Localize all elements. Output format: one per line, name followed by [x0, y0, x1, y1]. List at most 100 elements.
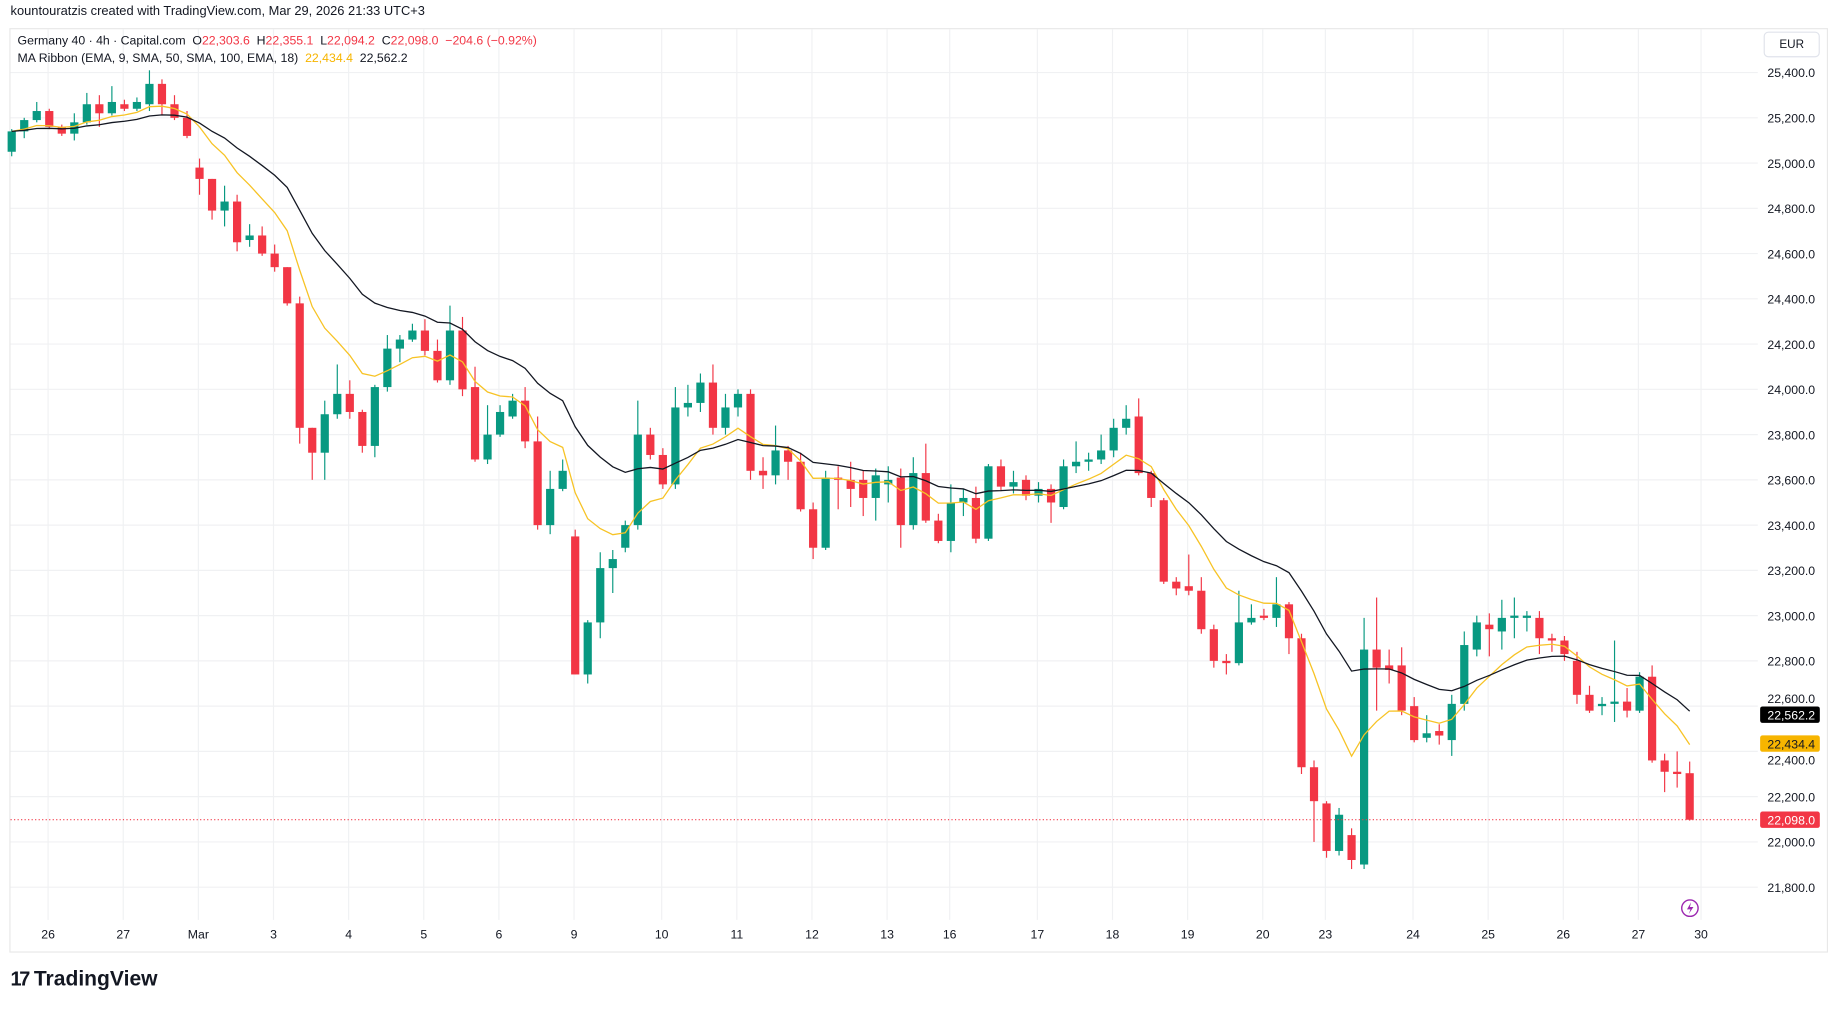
candle-up — [959, 497, 968, 503]
candle-down — [1021, 479, 1031, 496]
candle-down — [533, 441, 542, 526]
candle-up — [1460, 645, 1469, 704]
price-badge — [1760, 706, 1820, 723]
low-label: L — [320, 33, 328, 48]
candle-down — [358, 411, 367, 446]
candle-down — [270, 253, 279, 268]
price-axis-label: 23,600.0 — [1767, 474, 1815, 488]
candle-up — [696, 382, 705, 403]
candle-up — [546, 488, 555, 526]
time-axis-label: 5 — [420, 928, 427, 942]
time-axis-label: 3 — [270, 928, 277, 942]
candle-down — [1385, 665, 1394, 670]
candle-down — [746, 393, 755, 471]
candle-down — [1284, 604, 1294, 639]
candle-up — [608, 559, 617, 569]
candle-up — [596, 568, 605, 623]
candle-up — [871, 475, 880, 498]
candle-up — [1610, 701, 1619, 704]
currency-button[interactable]: EUR — [1763, 31, 1820, 58]
time-axis-label: 26 — [1556, 928, 1570, 942]
candle-down — [896, 477, 905, 526]
candle-up — [320, 414, 329, 453]
candle-up — [220, 201, 229, 211]
candle-up — [558, 470, 567, 489]
time-axis-label: 25 — [1481, 928, 1495, 942]
ma-ribbon-legend[interactable]: MA Ribbon (EMA, 9, SMA, 50, SMA, 100, EM… — [18, 51, 408, 65]
high-label: H — [256, 33, 266, 48]
candle-down — [796, 461, 805, 510]
candle-down — [170, 104, 179, 118]
ma-fast-line — [11, 105, 1691, 758]
price-badge-label: 22,562.2 — [1767, 708, 1815, 722]
candle-up — [145, 83, 154, 105]
candle-down — [571, 536, 580, 675]
ma-fast-value: 22,434.4 — [305, 51, 353, 66]
candle-up — [1422, 733, 1431, 738]
price-axis-label: 23,400.0 — [1767, 519, 1815, 533]
candle-up — [107, 101, 116, 114]
time-axis-label: Mar — [188, 928, 209, 942]
candle-down — [921, 473, 930, 521]
candle-down — [1547, 638, 1557, 641]
candle-up — [1597, 703, 1607, 707]
candle-down — [646, 434, 655, 455]
candle-up — [621, 525, 630, 548]
candle-down — [1309, 767, 1319, 802]
candle-up — [1009, 482, 1018, 487]
candle-down — [1560, 640, 1569, 655]
candle-up — [1122, 418, 1131, 428]
candle-down — [1648, 676, 1657, 761]
price-axis-label: 24,600.0 — [1767, 247, 1815, 261]
candle-up — [1034, 488, 1043, 496]
candle-up — [771, 450, 780, 476]
candle-up — [1059, 466, 1068, 508]
price-axis-label: 23,000.0 — [1767, 609, 1815, 623]
candle-up — [683, 402, 692, 408]
candle-down — [708, 382, 718, 428]
time-axis-label: 26 — [41, 928, 55, 942]
time-axis-label: 20 — [1256, 928, 1270, 942]
change-value: −204.6 (−0.92%) — [445, 33, 537, 48]
price-axis-label: 24,400.0 — [1767, 293, 1815, 307]
candle-down — [95, 104, 104, 114]
candle-up — [1234, 622, 1243, 664]
price-axis-label: 24,800.0 — [1767, 202, 1815, 216]
time-axis-label: 9 — [571, 928, 578, 942]
time-axis-label: 27 — [116, 928, 130, 942]
candle-up — [733, 393, 743, 408]
time-axis-label: 18 — [1106, 928, 1120, 942]
price-axis-label: 24,000.0 — [1767, 383, 1815, 397]
candle-down — [45, 111, 54, 127]
candle-down — [420, 330, 430, 351]
time-axis-label: 23 — [1319, 928, 1333, 942]
time-axis-label: 11 — [730, 928, 743, 942]
candle-down — [433, 350, 442, 381]
price-axis-label: 24,200.0 — [1767, 338, 1815, 352]
time-axis-label: 13 — [880, 928, 894, 942]
candle-down — [1410, 706, 1419, 741]
candle-up — [7, 131, 16, 152]
candle-up — [1497, 617, 1506, 632]
candle-down — [1159, 500, 1168, 582]
lightning-icon[interactable] — [1681, 899, 1699, 918]
candle-down — [233, 201, 242, 243]
price-axis-label: 25,400.0 — [1767, 66, 1815, 80]
symbol-name: Germany 40 · 4h · Capital.com — [17, 33, 186, 48]
time-axis-label: 19 — [1181, 928, 1195, 942]
ma-slow-line — [11, 114, 1691, 712]
candle-up — [909, 473, 918, 526]
open-label: O — [192, 33, 202, 48]
close-value: 22,098.0 — [390, 33, 439, 48]
tradingview-logo-text: TradingView — [33, 966, 158, 991]
time-axis-label: 10 — [655, 928, 669, 942]
price-axis-label: 22,000.0 — [1767, 836, 1815, 850]
low-value: 22,094.2 — [327, 33, 375, 48]
candle-down — [1535, 617, 1544, 639]
symbol-legend[interactable]: Germany 40 · 4h · Capital.com O22,303.6 … — [18, 34, 537, 48]
price-axis-label: 22,800.0 — [1767, 655, 1815, 669]
candle-down — [1147, 473, 1156, 498]
candle-up — [370, 387, 379, 446]
tradingview-logo[interactable]: 17 TradingView — [11, 967, 158, 992]
